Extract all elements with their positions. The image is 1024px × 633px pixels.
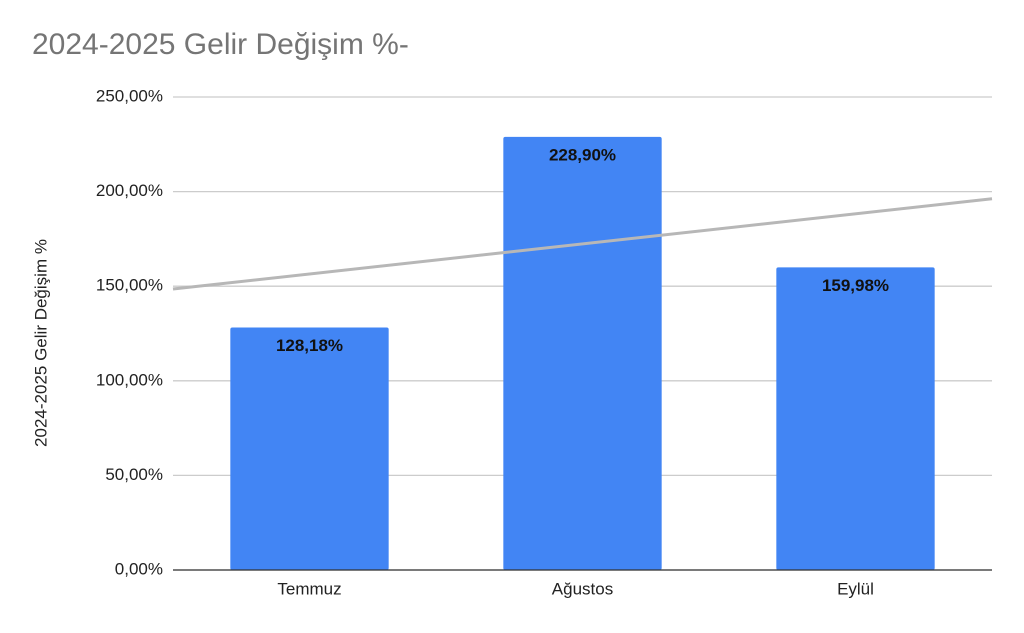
y-tick-label: 0,00% — [115, 559, 163, 578]
y-tick-label: 100,00% — [96, 370, 163, 389]
bar — [503, 136, 662, 570]
y-tick-label: 150,00% — [96, 276, 163, 295]
y-tick-label: 50,00% — [105, 465, 163, 484]
data-label: 159,98% — [822, 276, 889, 295]
y-tick-label: 200,00% — [96, 181, 163, 200]
data-label: 128,18% — [276, 336, 343, 355]
trendline — [172, 197, 993, 291]
chart-title: 2024-2025 Gelir Değişim %- — [32, 28, 409, 61]
y-tick-label: 250,00% — [96, 86, 163, 105]
bar — [776, 267, 935, 570]
x-tick-label: Eylül — [837, 579, 874, 598]
y-axis-label: 2024-2025 Gelir Değişim % — [31, 239, 50, 447]
data-label: 228,90% — [549, 145, 616, 164]
bar — [230, 327, 389, 570]
x-tick-label: Ağustos — [552, 579, 613, 598]
x-tick-label: Temmuz — [277, 579, 341, 598]
